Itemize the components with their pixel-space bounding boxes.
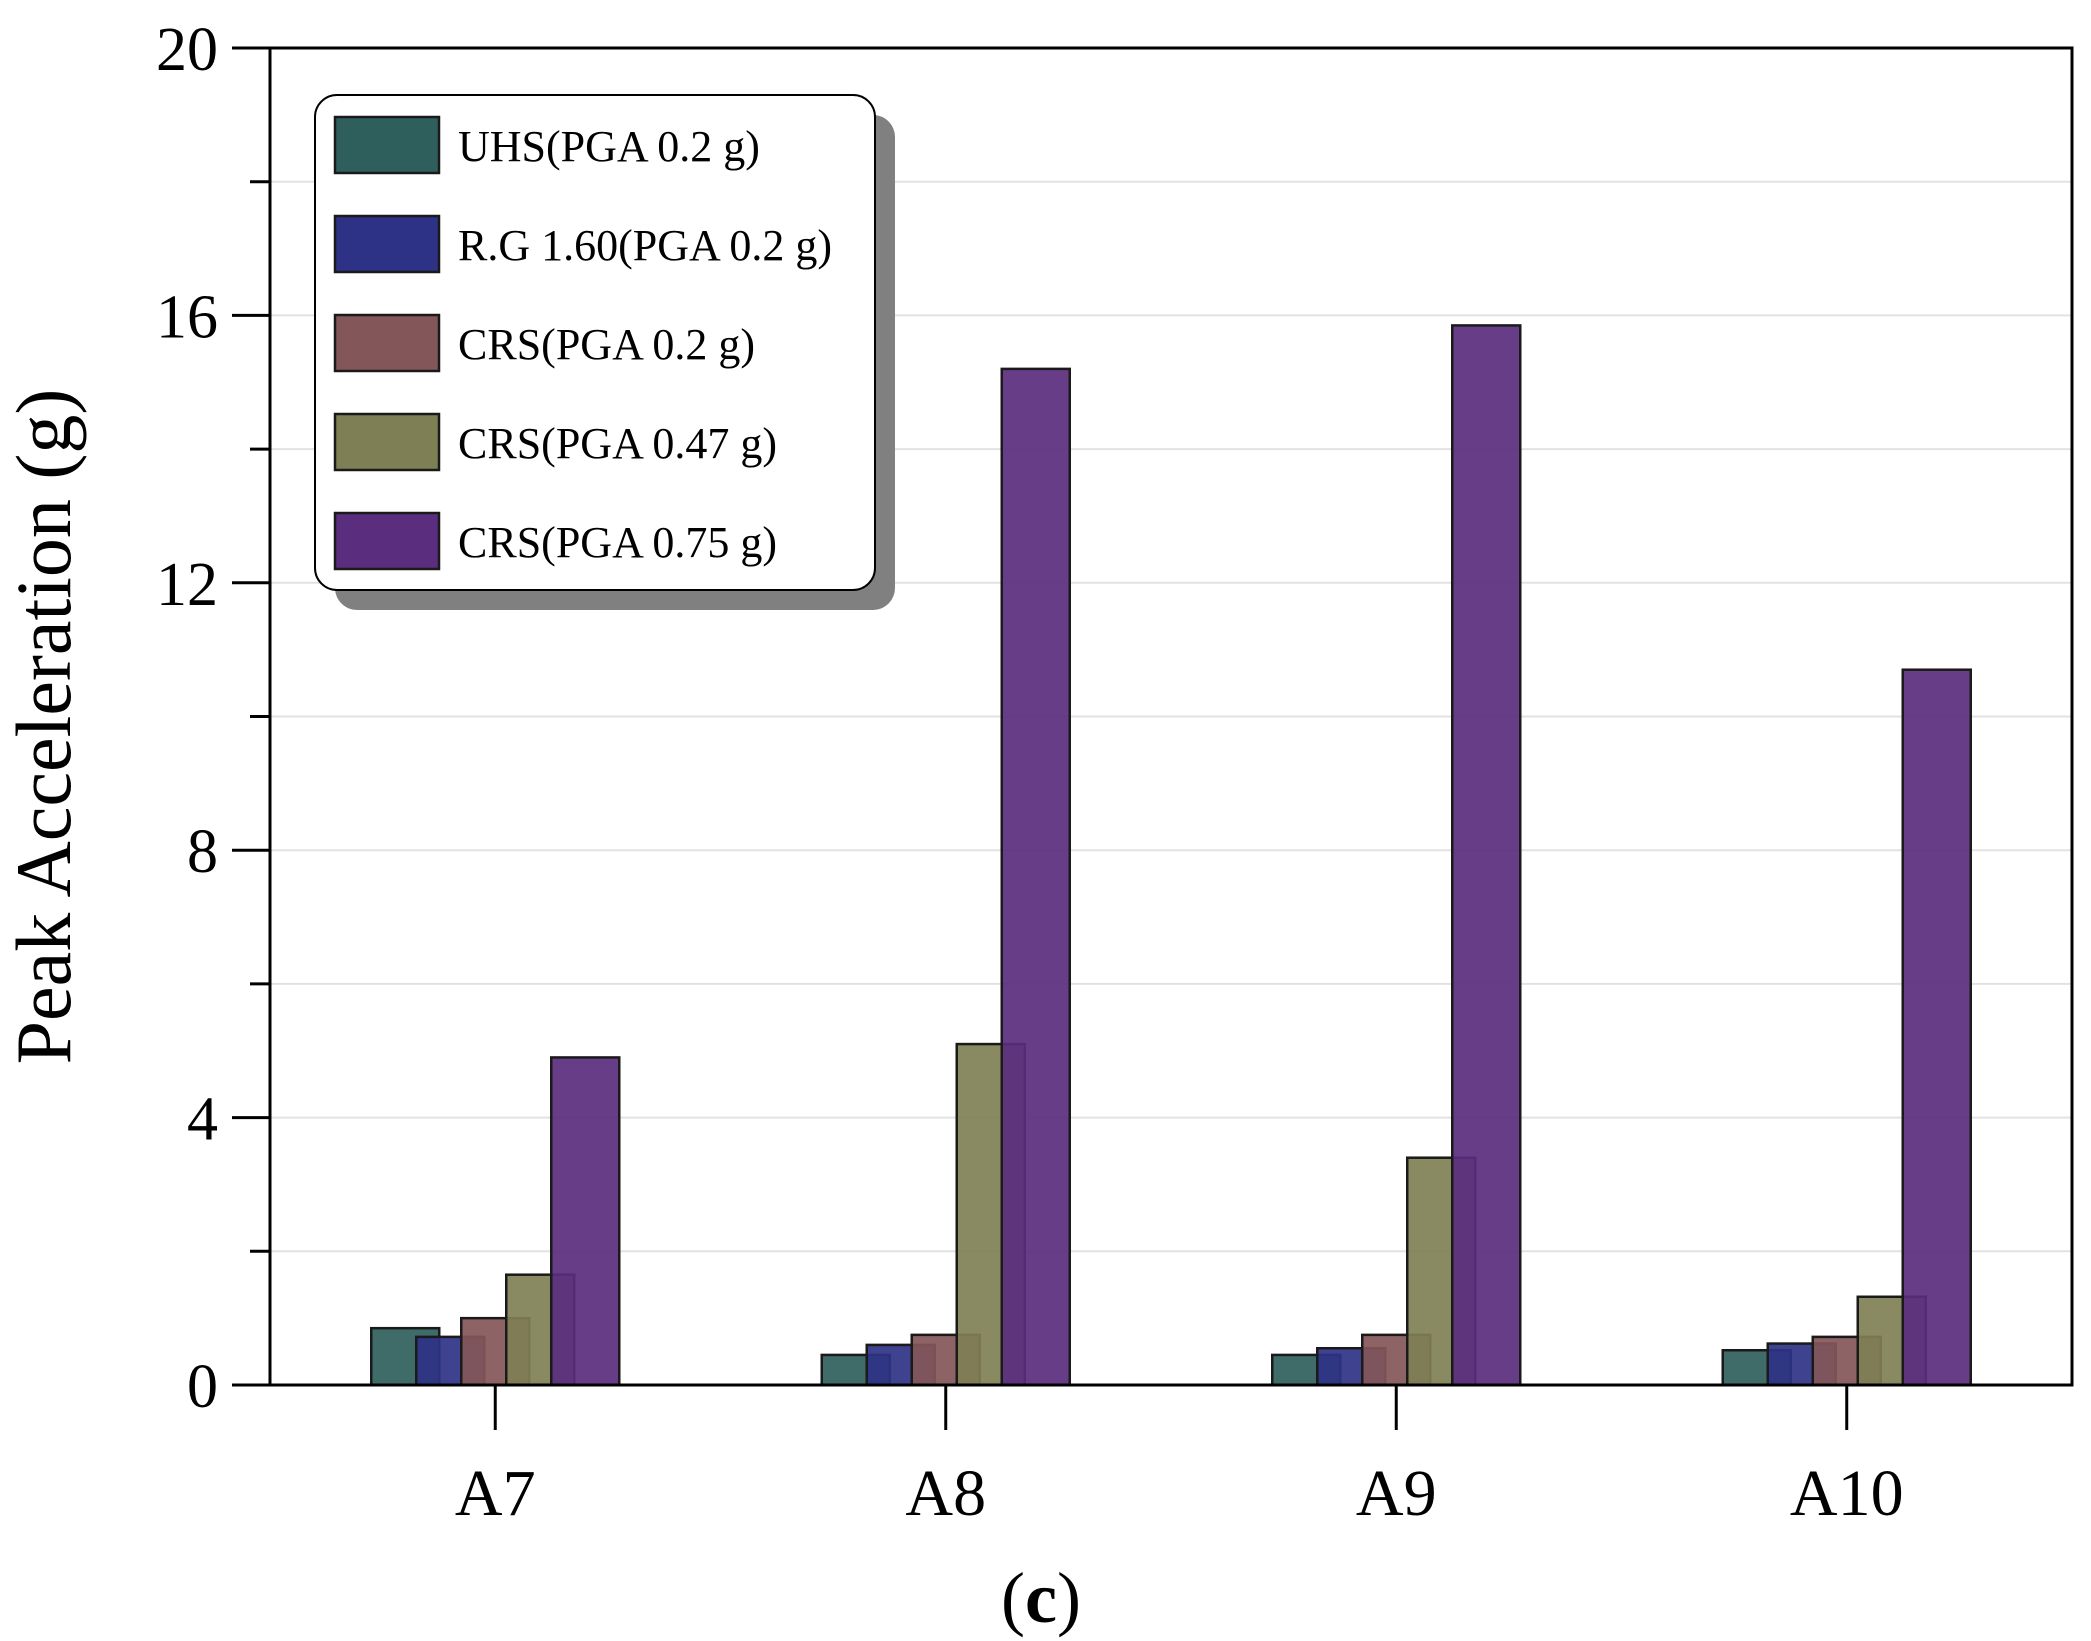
bar (1000, 367, 1071, 1387)
legend-label: CRS(PGA 0.2 g) (458, 320, 755, 369)
axes: 0 4 8 12 16 20 A7 A8 A9 A10 (156, 16, 1904, 1530)
legend-label: CRS(PGA 0.47 g) (458, 419, 777, 468)
panel-label-letter: c (1025, 1558, 1057, 1638)
x-tick-label: A7 (455, 1457, 536, 1530)
bar (1901, 668, 1972, 1387)
legend-label: UHS(PGA 0.2 g) (458, 122, 760, 171)
legend-swatch (333, 511, 441, 571)
bar (1451, 324, 1522, 1387)
x-tick-label: A8 (905, 1457, 986, 1530)
legend-swatch (333, 412, 441, 472)
panel-label: (c) (1001, 1558, 1081, 1638)
legend-box (314, 94, 876, 591)
y-tick-label: 20 (156, 16, 218, 84)
bars (370, 324, 1972, 1387)
legend-items: UHS(PGA 0.2 g) R.G 1.60(PGA 0.2 g) CRS(PGA… (333, 115, 832, 571)
y-axis-title: Peak Acceleration (g) (0, 389, 87, 1065)
y-tick-label: 12 (156, 551, 218, 619)
y-tick-label: 0 (187, 1353, 218, 1421)
legend-swatch (333, 313, 441, 373)
panel-label-close: ) (1057, 1558, 1081, 1638)
legend-label: CRS(PGA 0.75 g) (458, 518, 777, 567)
x-tick-label: A9 (1356, 1457, 1437, 1530)
legend-swatch (333, 214, 441, 274)
y-tick-label: 16 (156, 283, 218, 351)
legend-swatch (333, 115, 441, 175)
x-tick-label: A10 (1790, 1457, 1904, 1530)
legend-label: R.G 1.60(PGA 0.2 g) (458, 221, 832, 270)
panel-label-open: ( (1001, 1558, 1025, 1638)
y-tick-label: 8 (187, 818, 218, 886)
bar (550, 1056, 621, 1387)
legend: UHS(PGA 0.2 g) R.G 1.60(PGA 0.2 g) CRS(PGA… (314, 94, 895, 610)
y-tick-label: 4 (187, 1086, 218, 1154)
